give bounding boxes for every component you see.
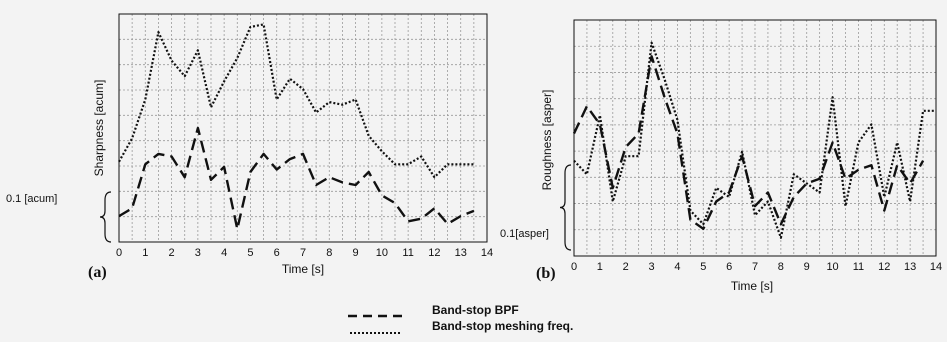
series-line-band-stop-bpf [572,55,925,231]
panel-b-scale-brace [559,164,572,251]
x-tick-label: 13 [904,261,916,273]
x-tick-label: 5 [247,247,253,259]
x-tick-label: 0 [571,261,577,273]
x-tick-label: 0 [116,247,122,259]
x-tick-label: 11 [853,261,864,273]
x-tick-label: 12 [878,261,890,273]
x-tick-label: 9 [804,261,810,273]
x-tick-label: 3 [195,247,201,259]
x-tick-label: 2 [623,261,629,273]
x-tick-label: 7 [300,247,306,259]
x-tick-label: 11 [402,247,413,259]
panel-b-scale-label: 0.1[asper] [500,228,549,240]
x-tick-label: 5 [700,261,706,273]
x-tick-label: 10 [826,261,838,273]
x-tick-label: 7 [752,261,758,273]
x-tick-label: 3 [649,261,655,273]
panel-a-series-group [118,23,475,231]
panel-b-chart: 0 1 2 3 4 5 6 7 8 9 10 11 12 13 14 Time [s] Roughness … [500,19,942,293]
legend-label-dashed: Band-stop BPF [432,303,519,317]
panel-a-chart: 0 1 2 3 4 5 6 7 8 9 10 11 12 13 14 Time [s] Sharpness … [6,13,493,281]
panel-a-grid [118,14,488,242]
panel-a-label: (a) [88,264,107,281]
x-tick-label: 8 [778,261,784,273]
panel-b-series-group [572,41,936,239]
panel-b-grid [573,20,937,256]
legend-label-dotted: Band-stop meshing freq. [432,319,573,333]
panel-a-x-ticks: 0 1 2 3 4 5 6 7 8 9 10 11 12 13 14 [116,247,493,259]
panel-a-scale-brace [99,191,112,243]
series-line-band-stop-bpf [118,126,475,231]
panel-b-x-ticks: 0 1 2 3 4 5 6 7 8 9 10 11 12 13 14 [571,261,942,273]
series-line-band-stop-meshing-freq [118,23,474,179]
x-tick-label: 12 [428,247,440,259]
x-tick-label: 9 [353,247,359,259]
panel-a-x-axis-title: Time [s] [282,262,324,276]
x-tick-label: 14 [481,247,493,259]
panel-b-x-axis-title: Time [s] [731,279,773,293]
panel-a-y-axis-title: Sharpness [acum] [92,80,106,177]
x-tick-label: 13 [455,247,467,259]
x-tick-label: 2 [169,247,175,259]
x-tick-label: 1 [597,261,603,273]
panel-b-label: (b) [536,265,556,282]
x-tick-label: 6 [726,261,732,273]
panel-a-scale-label: 0.1 [acum] [6,193,57,205]
x-tick-label: 6 [274,247,280,259]
x-tick-label: 14 [930,261,942,273]
x-tick-label: 4 [674,261,680,273]
panel-a-plot-frame [118,13,488,243]
x-tick-label: 1 [142,247,148,259]
x-tick-label: 8 [326,247,332,259]
x-tick-label: 10 [376,247,388,259]
legend: Band-stop BPF Band-stop meshing freq. [348,303,573,334]
panel-b-plot-frame [573,19,937,257]
panel-b-y-axis-title: Roughness [asper] [540,90,554,191]
x-tick-label: 4 [221,247,227,259]
